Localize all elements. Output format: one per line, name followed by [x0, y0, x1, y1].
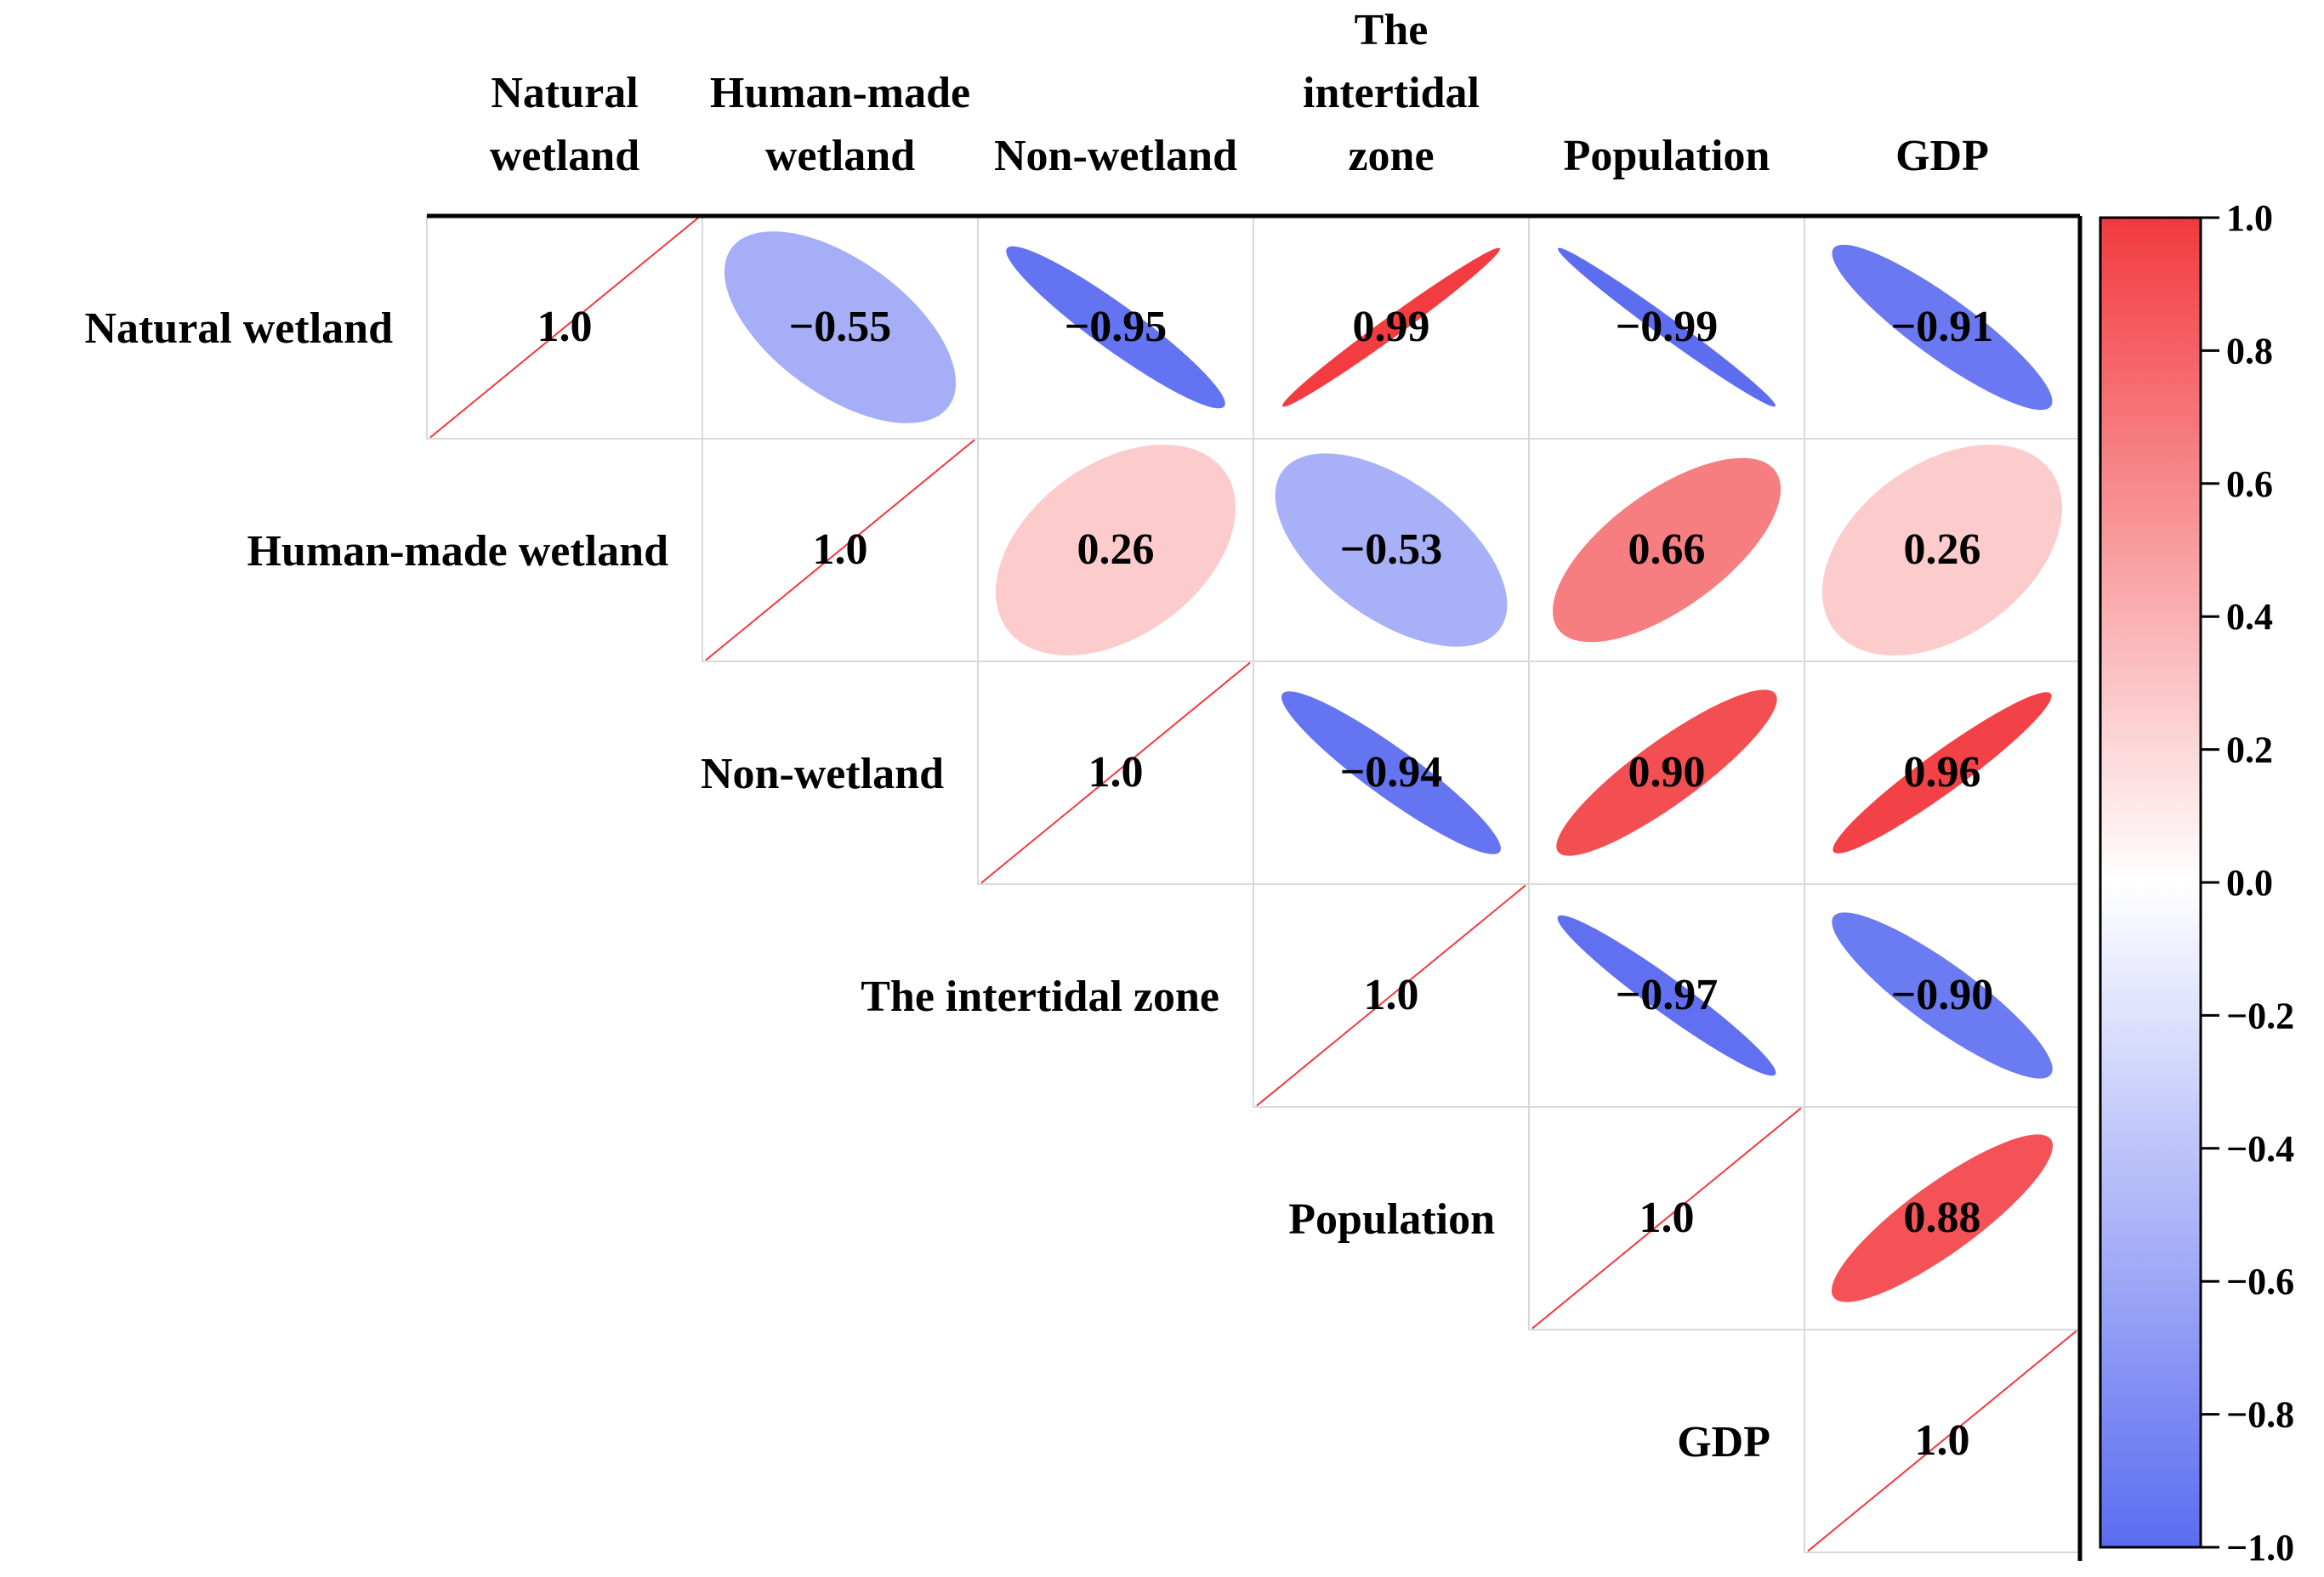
correlation-value: 1.0 [537, 303, 593, 351]
correlation-ellipse [1832, 692, 2052, 854]
correlation-ellipse [1006, 246, 1225, 409]
correlation-value: −0.91 [1891, 303, 1994, 351]
column-header: Human-made wetland [710, 69, 970, 180]
correlation-ellipse [1832, 912, 2053, 1079]
colorbar-tick-label: 0.4 [2226, 596, 2273, 638]
diagonal-line [1531, 1107, 1802, 1330]
colorbar-tick-label: −0.4 [2226, 1128, 2294, 1170]
correlation-ellipse [1281, 691, 1501, 854]
column-header-line: GDP [1895, 132, 1989, 180]
colorbar-scale [2099, 216, 2202, 1549]
colorbar-tick-label: −1.0 [2226, 1527, 2294, 1568]
correlation-ellipse [1832, 244, 2053, 411]
diagonal-line [1807, 1330, 2077, 1552]
colorbar-tick-label: −0.8 [2226, 1394, 2294, 1436]
column-header-line: Population [1564, 132, 1770, 180]
correlation-value: −0.99 [1616, 303, 1719, 351]
matrix-grid [426, 215, 2081, 1553]
correlation-value: −0.95 [1065, 303, 1168, 351]
colorbar: 1.0 0.8 0.6 0.4 0.2 0.0 −0.2 −0.4 −0.6 −0.8 −1.0 [2099, 197, 2294, 1568]
correlation-value: 1.0 [1088, 748, 1144, 797]
column-header-line: intertidal [1303, 69, 1480, 117]
correlation-value: 1.0 [1639, 1194, 1695, 1242]
correlation-value: −0.53 [1340, 525, 1443, 574]
row-label: GDP [1677, 1418, 1770, 1466]
row-label: Human-made wetland [247, 527, 669, 576]
correlation-ellipse [724, 231, 957, 423]
row-label: Natural wetland [84, 304, 393, 353]
correlation-glyphs [429, 216, 2077, 1552]
column-header: Non-wetland [994, 132, 1237, 180]
correlation-value: 0.88 [1904, 1194, 1981, 1242]
correlation-value: 0.66 [1628, 525, 1706, 574]
column-headers: Natural wetland Human-made wetland Non-wetla… [490, 6, 1989, 180]
correlation-ellipse [1556, 689, 1777, 856]
diagonal-line [1256, 884, 1526, 1107]
colorbar-tick-label: −0.6 [2226, 1261, 2294, 1302]
correlation-value: 0.26 [1904, 525, 1981, 574]
row-label: Population [1288, 1195, 1495, 1244]
correlation-ellipse [1552, 457, 1781, 643]
row-labels: Natural wetland Human-made wetland Non-wet… [84, 304, 1770, 1466]
correlation-value: 1.0 [813, 525, 868, 574]
correlation-ellipse [995, 445, 1236, 655]
correlation-value: −0.90 [1891, 971, 1994, 1019]
column-header-line: Human-made [710, 69, 970, 117]
colorbar-tick-label: 0.6 [2226, 463, 2273, 505]
colorbar-tick-label: 1.0 [2226, 197, 2273, 239]
column-header-line: zone [1348, 132, 1434, 180]
column-header: Population [1564, 132, 1770, 180]
correlation-value: −0.97 [1616, 971, 1719, 1019]
diagonal-line [429, 216, 700, 439]
correlation-value: 1.0 [1915, 1416, 1970, 1465]
correlation-ellipse [1275, 453, 1508, 647]
correlation-value: −0.55 [789, 303, 892, 351]
colorbar-tick-label: 0.0 [2226, 862, 2273, 904]
correlation-ellipse [1821, 445, 2063, 655]
correlation-value: 0.90 [1628, 748, 1706, 797]
colorbar-tick-label: −0.2 [2226, 995, 2294, 1036]
row-label: Non-wetland [701, 750, 944, 798]
correlation-ellipse [1557, 915, 1776, 1076]
row-label: The intertidal zone [861, 973, 1219, 1021]
column-header-line: The [1355, 6, 1429, 54]
column-header-line: wetland [765, 132, 915, 180]
matrix-axes [427, 213, 2083, 1561]
correlation-value: −0.94 [1340, 748, 1443, 797]
column-header: GDP [1895, 132, 1989, 180]
colorbar-tick-label: 0.2 [2226, 729, 2273, 771]
column-header: The intertidal zone [1303, 6, 1480, 180]
correlation-value: 0.99 [1353, 303, 1430, 351]
column-header-line: wetland [490, 132, 639, 180]
diagonal-line [705, 439, 975, 661]
column-header-line: Non-wetland [994, 132, 1237, 180]
correlation-value: 0.26 [1077, 525, 1155, 574]
correlation-value: 0.96 [1904, 748, 1981, 797]
correlation-ellipse [1281, 247, 1501, 407]
column-header: Natural wetland [490, 69, 639, 180]
column-header-line: Natural [491, 69, 638, 117]
colorbar-tick-label: 0.8 [2226, 330, 2273, 372]
diagonal-line [980, 661, 1251, 884]
correlation-ellipse [1557, 247, 1776, 407]
correlation-ellipse [1831, 1134, 2054, 1302]
correlation-value: 1.0 [1364, 971, 1419, 1019]
correlation-values: 1.0 −0.55 −0.95 0.99 −0.99 −0.91 1.0 0.26 −0.53 0… [537, 303, 1994, 1465]
